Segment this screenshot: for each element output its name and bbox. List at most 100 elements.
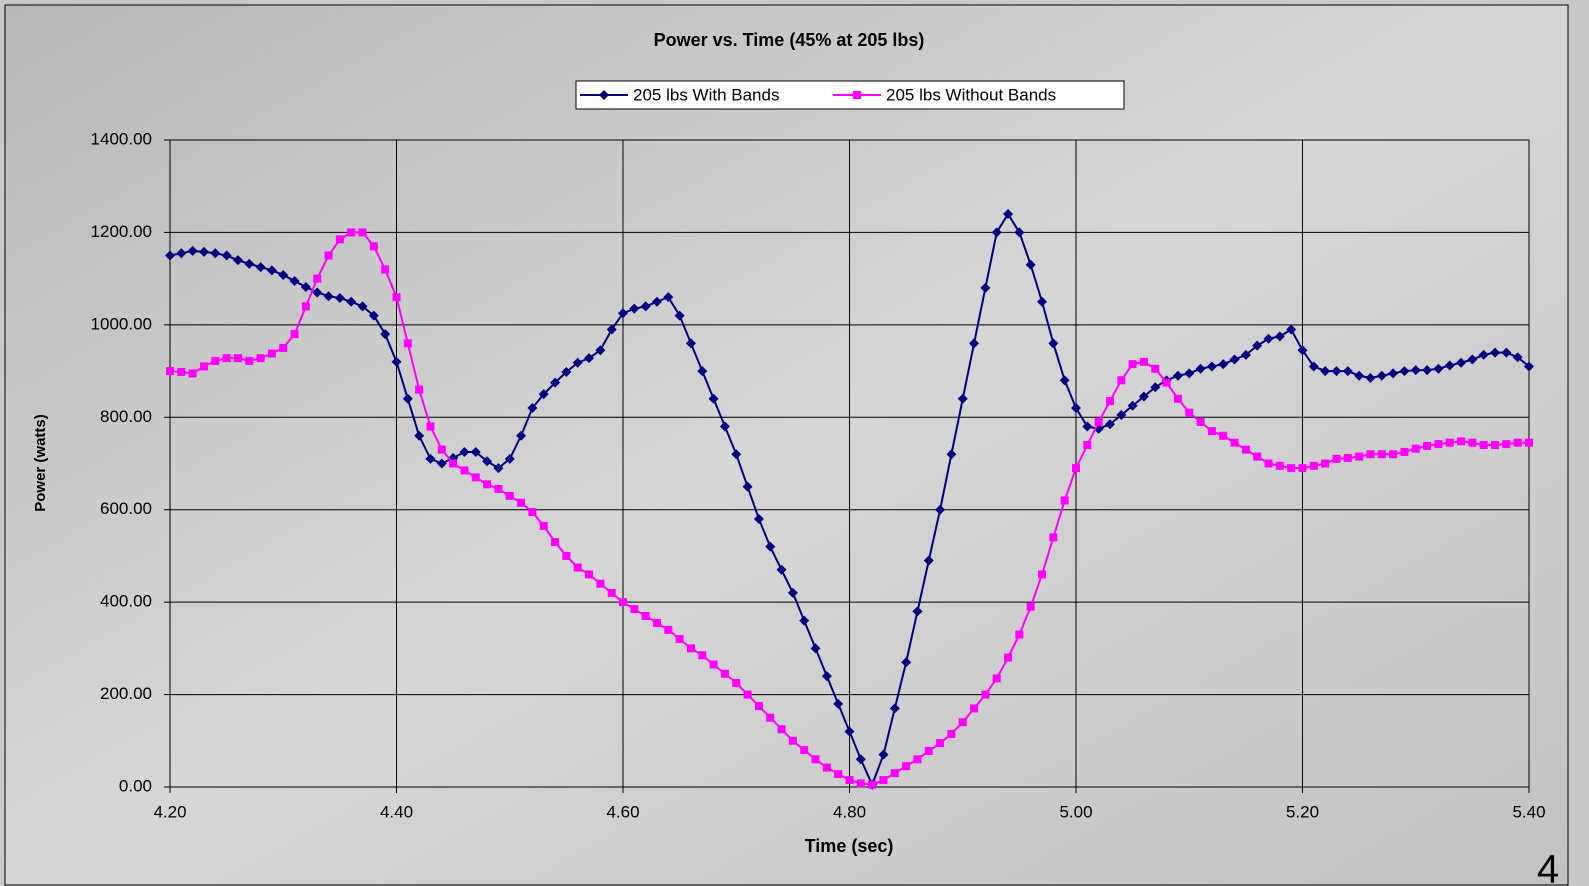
marker: [1095, 418, 1103, 426]
marker: [1321, 460, 1329, 468]
marker: [1378, 450, 1386, 458]
marker: [1332, 455, 1340, 463]
marker: [1412, 445, 1420, 453]
marker: [404, 339, 412, 347]
chart-area: [5, 5, 1568, 885]
marker: [347, 228, 355, 236]
marker: [857, 779, 865, 787]
marker: [460, 466, 468, 474]
slide-number: 4: [1537, 848, 1559, 886]
marker: [993, 674, 1001, 682]
marker: [846, 776, 854, 784]
marker: [970, 704, 978, 712]
x-tick-label: 5.20: [1286, 802, 1319, 821]
marker: [664, 626, 672, 634]
marker: [313, 275, 321, 283]
marker: [1208, 427, 1216, 435]
marker: [1344, 454, 1352, 462]
marker: [755, 702, 763, 710]
marker: [415, 386, 423, 394]
marker: [608, 589, 616, 597]
marker: [200, 362, 208, 370]
marker: [336, 235, 344, 243]
chart: Power vs. Time (45% at 205 lbs) Time (se…: [0, 0, 1589, 886]
marker: [1163, 379, 1171, 387]
marker: [1480, 441, 1488, 449]
marker: [879, 776, 887, 784]
marker: [1174, 395, 1182, 403]
marker: [744, 691, 752, 699]
marker: [245, 357, 253, 365]
marker: [1514, 439, 1522, 447]
marker: [574, 563, 582, 571]
marker: [812, 755, 820, 763]
marker: [1299, 464, 1307, 472]
marker: [257, 354, 265, 362]
marker: [1231, 439, 1239, 447]
marker: [778, 725, 786, 733]
marker: [1072, 464, 1080, 472]
marker: [834, 770, 842, 778]
marker: [1242, 446, 1250, 454]
marker: [1151, 365, 1159, 373]
x-tick-label: 4.60: [606, 802, 639, 821]
marker: [1423, 442, 1431, 450]
x-tick-label: 5.40: [1512, 802, 1545, 821]
marker: [449, 460, 457, 468]
marker: [1015, 630, 1023, 638]
marker: [1106, 397, 1114, 405]
marker: [426, 423, 434, 431]
marker: [789, 737, 797, 745]
marker: [268, 350, 276, 358]
marker: [1253, 453, 1261, 461]
marker: [959, 718, 967, 726]
marker: [1219, 432, 1227, 440]
marker: [166, 367, 174, 375]
marker: [800, 746, 808, 754]
marker: [619, 598, 627, 606]
chart-title: Power vs. Time (45% at 205 lbs): [654, 30, 925, 50]
marker: [1265, 460, 1273, 468]
marker: [177, 368, 185, 376]
marker: [291, 330, 299, 338]
marker: [551, 538, 559, 546]
page: Power vs. Time (45% at 205 lbs) Time (se…: [0, 0, 1589, 886]
marker: [381, 265, 389, 273]
y-tick-label: 0.00: [119, 776, 152, 795]
x-tick-label: 4.20: [153, 802, 186, 821]
marker: [1129, 360, 1137, 368]
y-axis-label: Power (watts): [32, 414, 49, 512]
marker: [1004, 654, 1012, 662]
marker: [506, 492, 514, 500]
marker: [1287, 464, 1295, 472]
marker: [393, 293, 401, 301]
marker: [823, 764, 831, 772]
marker: [1027, 603, 1035, 611]
marker: [1366, 450, 1374, 458]
x-tick-label: 4.80: [833, 802, 866, 821]
marker: [1400, 448, 1408, 456]
marker: [1434, 440, 1442, 448]
marker: [1117, 376, 1125, 384]
marker: [1310, 462, 1318, 470]
marker: [1525, 439, 1533, 447]
marker: [1083, 441, 1091, 449]
marker: [1389, 450, 1397, 458]
marker: [234, 354, 242, 362]
marker: [189, 369, 197, 377]
marker: [891, 769, 899, 777]
marker: [642, 612, 650, 620]
y-tick-label: 200.00: [100, 684, 152, 703]
x-tick-label: 5.00: [1059, 802, 1092, 821]
marker: [211, 357, 219, 365]
legend-label: 205 lbs Without Bands: [886, 85, 1056, 104]
marker: [223, 354, 231, 362]
marker: [1468, 439, 1476, 447]
marker: [698, 651, 706, 659]
legend-marker: [853, 91, 861, 99]
y-tick-label: 600.00: [100, 499, 152, 518]
marker: [1502, 440, 1510, 448]
marker: [721, 670, 729, 678]
x-axis-label: Time (sec): [805, 836, 894, 856]
marker: [710, 661, 718, 669]
